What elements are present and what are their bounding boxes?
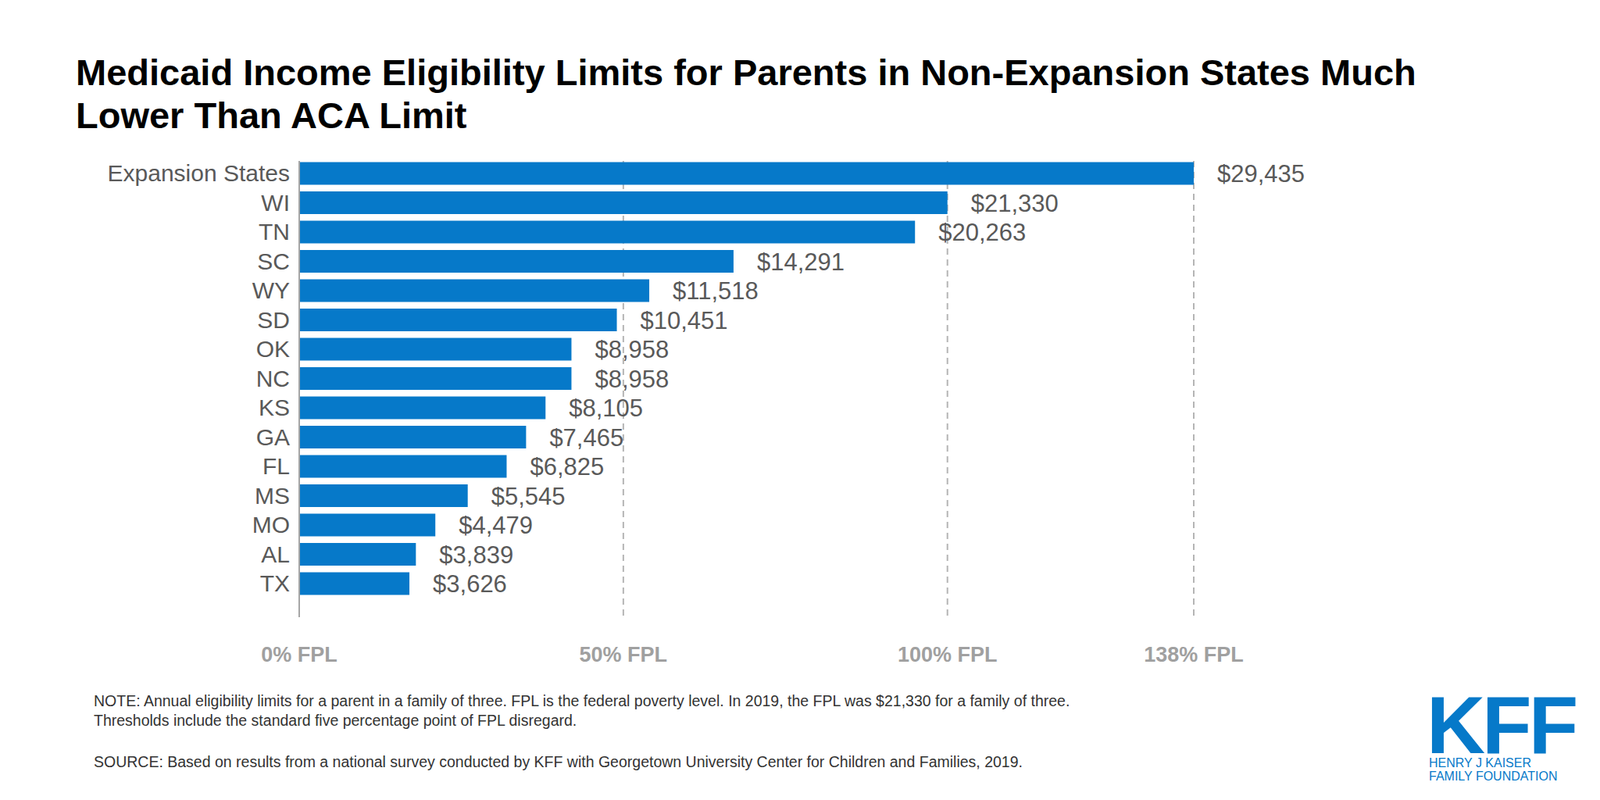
data-label: $7,465 (549, 424, 624, 452)
bar (299, 484, 468, 508)
data-label: $6,825 (529, 453, 604, 481)
bar (299, 396, 546, 420)
category-label: SD (257, 307, 290, 333)
bar (299, 542, 416, 566)
bar (299, 572, 410, 596)
grid (299, 160, 1194, 618)
tick-label: 138% FPL (1143, 642, 1244, 667)
grid-line (1192, 160, 1195, 618)
note: NOTE: Annual eligibility limits for a pa… (93, 692, 1070, 710)
category-label: MO (252, 511, 290, 538)
bar (299, 191, 948, 215)
data-label: $8,105 (568, 394, 643, 422)
category-label: Expansion States (107, 160, 290, 186)
grid-line (298, 160, 300, 618)
axis-line (298, 160, 300, 618)
category-label: NC (256, 365, 290, 392)
title: Medicaid Income Eligibility Limits for P… (75, 51, 1417, 136)
data-label: $21,330 (971, 189, 1059, 218)
category-label: TN (258, 218, 290, 245)
note: Thresholds include the standard five per… (93, 711, 577, 729)
category-label: KS (258, 394, 290, 421)
data-label: $10,451 (640, 307, 729, 335)
category-label: WI (260, 189, 290, 216)
chart: Medicaid Income Eligibility Limits for P… (0, 0, 1600, 800)
category-label: GA (256, 424, 290, 450)
bar (299, 308, 618, 332)
bar (299, 338, 572, 361)
title-line: Lower Than ACA Limit (75, 94, 468, 136)
note: SOURCE: Based on results from a national… (93, 753, 1023, 771)
data-label: $3,839 (439, 541, 514, 569)
data-label: $3,626 (432, 570, 508, 598)
bar (299, 425, 526, 449)
tick-label: 0% FPL (260, 642, 338, 667)
bar (299, 279, 650, 303)
bar (299, 514, 436, 537)
bar (299, 221, 915, 244)
bar (299, 455, 507, 479)
category-label: WY (252, 277, 290, 304)
logo-line: HENRY J KAISER (1428, 756, 1532, 770)
category-label: SC (257, 248, 290, 275)
bar (299, 162, 1194, 186)
logo-line: FAMILY FOUNDATION (1428, 769, 1558, 783)
logo-mark: KFF (1426, 679, 1576, 771)
category-label: MS (254, 482, 290, 509)
data-label: $14,291 (757, 248, 845, 276)
tick-label: 100% FPL (897, 642, 998, 667)
data-label: $11,518 (672, 277, 759, 305)
bar (299, 367, 572, 390)
category-label: OK (256, 335, 290, 362)
x-ticks: 0% FPL 50% FPL 100% FPL 138% FPL (260, 642, 1244, 667)
bar (299, 250, 734, 273)
labels: Expansion States $29,435 WI $21,330 TN $20,26… (107, 160, 1306, 598)
category-label: TX (260, 570, 290, 597)
data-label: $4,479 (458, 511, 533, 540)
title-line: Medicaid Income Eligibility Limits for P… (75, 51, 1417, 93)
data-label: $8,958 (594, 365, 669, 393)
category-label: AL (260, 541, 290, 568)
tick-label: 50% FPL (579, 642, 668, 667)
data-label: $8,958 (594, 335, 669, 364)
data-label: $20,263 (938, 218, 1026, 247)
data-label: $29,435 (1217, 160, 1305, 188)
category-label: FL (262, 453, 290, 479)
bars (299, 162, 1194, 596)
data-label: $5,545 (491, 482, 566, 511)
